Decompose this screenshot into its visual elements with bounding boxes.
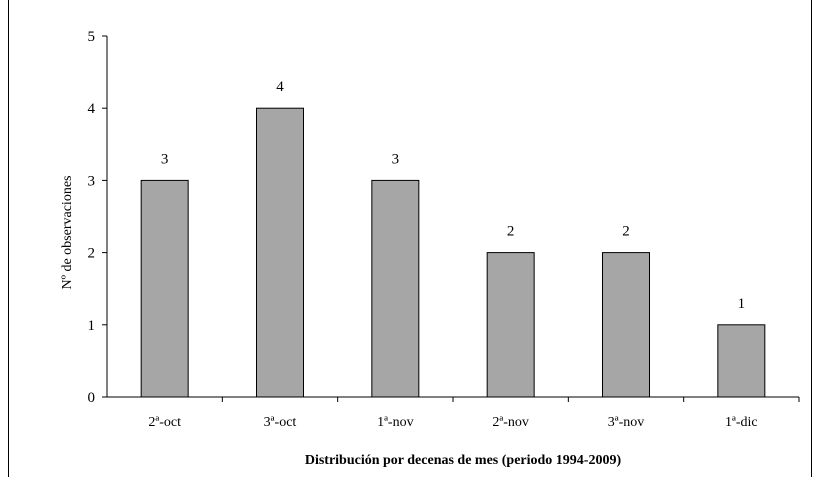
bar-data-label: 4 [276, 79, 284, 95]
bar-chart: 0 1 2 3 4 5 3 4 3 2 2 1 2ª-oct 3ª-oct 1ª-nov 2ª-nov 3ª… [60, 29, 800, 468]
y-axis-ticks: 0 1 2 3 4 5 [88, 29, 107, 406]
y-tick-label: 4 [88, 101, 96, 117]
x-tick-label: 2ª-oct [148, 415, 181, 430]
bar [602, 252, 650, 398]
bars [140, 107, 766, 398]
bar [256, 107, 304, 398]
bar-data-label: 3 [392, 151, 400, 167]
x-axis-ticks: 2ª-oct 3ª-oct 1ª-nov 2ª-nov 3ª-nov 1ª-dic [148, 397, 800, 430]
y-tick-label: 1 [88, 318, 96, 334]
x-tick-label: 3ª-oct [264, 415, 297, 430]
chart-frame: 0 1 2 3 4 5 3 4 3 2 2 1 2ª-oct 3ª-oct 1ª-nov 2ª-nov 3ª… [8, 0, 812, 477]
bar-data-label: 2 [507, 224, 514, 240]
bar [486, 252, 535, 398]
y-tick-label: 2 [88, 246, 96, 262]
x-axis-title: Distribución por decenas de mes (periodo… [305, 453, 622, 468]
bar-data-label: 3 [161, 151, 169, 167]
bar [140, 179, 189, 398]
x-tick-label: 1ª-nov [377, 415, 414, 430]
x-tick-label: 3ª-nov [608, 415, 645, 430]
bar-data-label: 1 [738, 296, 746, 312]
bar [371, 179, 420, 398]
x-tick-label: 1ª-dic [725, 415, 758, 430]
y-tick-label: 0 [88, 390, 96, 406]
y-axis-title: Nº de observaciones [60, 176, 75, 290]
data-labels: 3 4 3 2 2 1 [161, 79, 745, 312]
bar-data-label: 2 [622, 224, 630, 240]
y-tick-label: 5 [88, 29, 96, 45]
bar [717, 324, 766, 398]
y-tick-label: 3 [88, 173, 96, 189]
x-tick-label: 2ª-nov [492, 415, 529, 430]
